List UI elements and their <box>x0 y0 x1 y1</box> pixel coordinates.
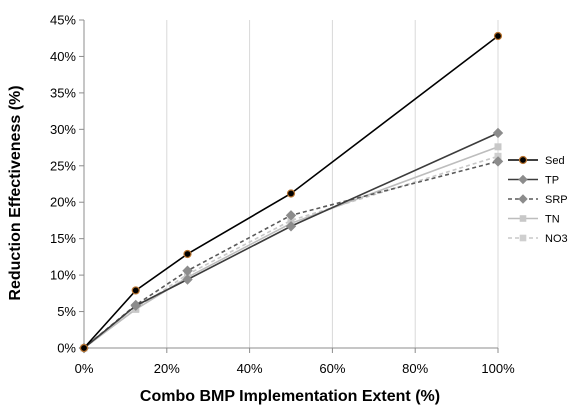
series-srp <box>78 156 504 354</box>
data-point-sed-3 <box>286 189 296 198</box>
data-point-sed-0 <box>79 343 89 353</box>
axes <box>79 19 499 353</box>
data-point-sed-2 <box>183 249 192 259</box>
x-tick-label-0: 0% <box>75 361 94 376</box>
y-axis-title: Reduction Effectiveness (%) <box>7 85 24 300</box>
legend-item-sed: Sed <box>508 155 565 167</box>
legend-marker-tn <box>519 215 527 222</box>
legend-item-tp: TP <box>508 175 559 187</box>
y-tick-label-8: 40% <box>50 49 76 64</box>
x-tick-label-5: 100% <box>481 361 515 376</box>
legend-label-sed: Sed <box>545 155 565 167</box>
vertical-gridlines <box>166 20 499 348</box>
legend-label-srp: SRP <box>545 194 568 206</box>
x-axis-title: Combo BMP Implementation Extent (%) <box>140 388 440 405</box>
series-tn <box>80 143 502 352</box>
x-tick-label-1: 20% <box>154 361 180 376</box>
series-no3 <box>80 152 502 352</box>
y-tick-label-3: 15% <box>50 231 76 246</box>
data-point-sed-1 <box>131 286 140 295</box>
legend-item-tn: TN <box>508 214 560 226</box>
y-tick-label-1: 5% <box>57 304 76 319</box>
legend: Sed TP SRP TN NO3 <box>508 155 568 245</box>
legend-item-srp: SRP <box>508 194 568 206</box>
data-point-tp-2 <box>182 274 193 285</box>
legend-label-tp: TP <box>545 175 559 187</box>
tick-labels: 0% 5% 10% 15% 20% 25% 30% 35% 40% 45% 0% 20% 40% 60% 8… <box>50 13 515 377</box>
legend-label-tn: TN <box>545 214 560 226</box>
series-line-tp <box>83 132 499 349</box>
legend-label-no3: NO3 <box>545 233 568 245</box>
y-tick-label-7: 35% <box>50 85 76 100</box>
data-series <box>78 31 504 354</box>
data-point-tn-4 <box>494 143 502 151</box>
data-point-srp-4 <box>492 156 504 167</box>
series-line-tn <box>83 146 499 349</box>
y-tick-label-5: 25% <box>50 158 76 173</box>
x-tick-label-4: 80% <box>402 361 428 376</box>
legend-marker-no3 <box>519 234 527 242</box>
y-tick-label-0: 0% <box>57 341 76 356</box>
legend-marker-sed <box>518 155 528 165</box>
data-point-sed-4 <box>493 31 503 41</box>
series-sed <box>79 31 503 353</box>
series-tp <box>78 127 504 354</box>
x-tick-label-2: 40% <box>237 361 263 376</box>
y-tick-label-2: 10% <box>50 268 76 283</box>
y-tick-label-9: 45% <box>50 13 76 28</box>
y-tick-label-6: 30% <box>50 122 76 137</box>
data-point-tp-4 <box>492 127 504 139</box>
legend-marker-srp <box>518 194 528 204</box>
x-tick-label-3: 60% <box>319 361 345 376</box>
data-point-tp-1 <box>130 300 141 311</box>
y-tick-label-4: 20% <box>50 195 76 210</box>
data-point-tp-3 <box>285 221 297 232</box>
legend-item-no3: NO3 <box>508 233 568 245</box>
series-line-no3 <box>83 155 499 349</box>
data-point-srp-3 <box>285 210 297 221</box>
legend-marker-tp <box>518 174 528 185</box>
